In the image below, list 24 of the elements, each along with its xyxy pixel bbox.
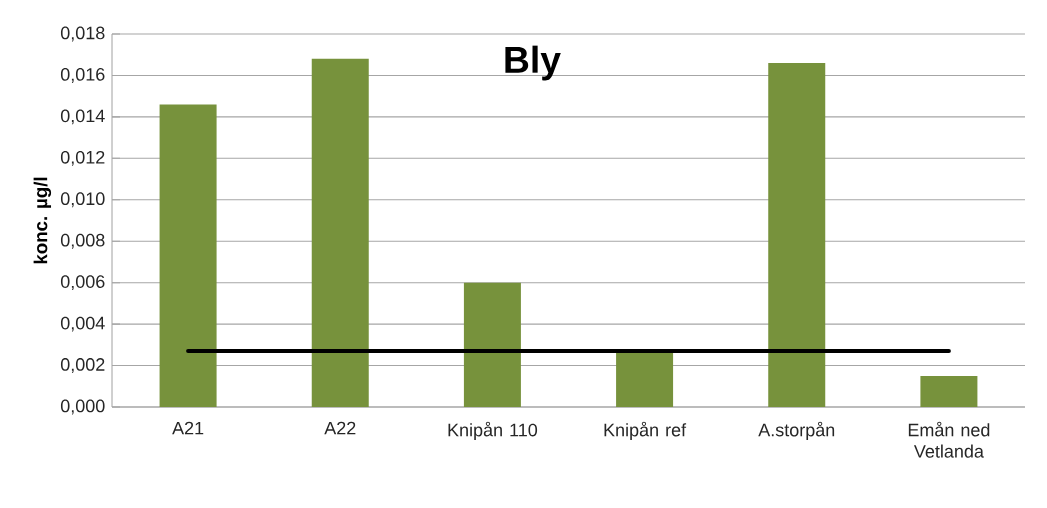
chart-title: Bly — [505, 45, 561, 81]
bar — [616, 351, 674, 407]
y-tick-label: 0,016 — [60, 68, 105, 83]
y-tick-label: 0,018 — [60, 26, 105, 42]
x-tick-label: Knipån 110 — [448, 421, 538, 440]
x-tick-label: A22 — [324, 421, 356, 435]
bar — [768, 63, 826, 407]
x-tick-label: Knipån ref — [604, 421, 687, 440]
bar — [463, 282, 521, 407]
x-tick-label: A21 — [172, 421, 204, 435]
bar — [920, 375, 978, 407]
y-tick-label: 0,002 — [60, 358, 105, 373]
y-tick-label: 0,014 — [60, 109, 105, 125]
y-tick-label: 0,006 — [60, 275, 105, 291]
bar — [311, 58, 369, 407]
x-tick-label: Emån ned Vetlanda — [908, 421, 990, 458]
y-tick-label: 0,008 — [60, 233, 105, 249]
y-tick-label: 0,010 — [60, 192, 105, 208]
bar — [159, 104, 217, 407]
x-tick-label: A.storpån — [758, 421, 835, 440]
y-axis-title: konc. µg/l — [33, 177, 52, 264]
y-tick-label: 0,012 — [60, 150, 105, 166]
y-tick-label: 0,000 — [60, 399, 105, 415]
y-tick-label: 0,004 — [60, 316, 105, 332]
